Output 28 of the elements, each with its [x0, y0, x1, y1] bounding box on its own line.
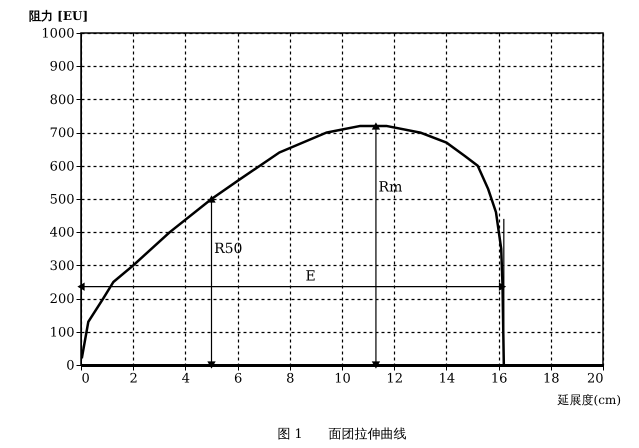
x-tick-label: 10: [334, 372, 351, 386]
x-tick-label: 16: [490, 372, 508, 386]
y-tick-label: 400: [50, 226, 74, 241]
annotation: R50: [214, 240, 242, 257]
y-tick-label: 300: [50, 258, 74, 274]
x-tick-label: 18: [543, 372, 560, 386]
y-tick-label: 500: [50, 192, 74, 208]
annotation: Rm: [378, 179, 402, 196]
x-tick-label: 12: [386, 372, 403, 386]
y-tick-label: 200: [50, 292, 74, 308]
annotation: E: [305, 268, 316, 285]
y-tick-label: 1000: [41, 26, 74, 42]
y-tick-label: 700: [50, 126, 74, 142]
y-tick-label: 100: [50, 325, 74, 340]
x-tick-label: 8: [286, 372, 294, 386]
x-tick-label: 20: [586, 372, 604, 386]
x-tick-label: 14: [438, 372, 456, 386]
y-tick-label: 600: [50, 159, 74, 174]
x-tick-label: 2: [130, 372, 138, 386]
x-tick-label: 4: [182, 372, 190, 386]
y-axis-title: 阻力 [EU]: [29, 9, 88, 23]
text: 图 1 面团拉伸曲线: [277, 427, 407, 442]
x-tick-label: 0: [82, 372, 90, 386]
y-tick-label: 0: [66, 358, 74, 374]
x-axis-title: 延展度(cm): [556, 393, 621, 407]
y-tick-label: 800: [50, 92, 74, 108]
y-tick-label: 900: [50, 60, 74, 75]
x-tick-label: 6: [234, 372, 242, 386]
